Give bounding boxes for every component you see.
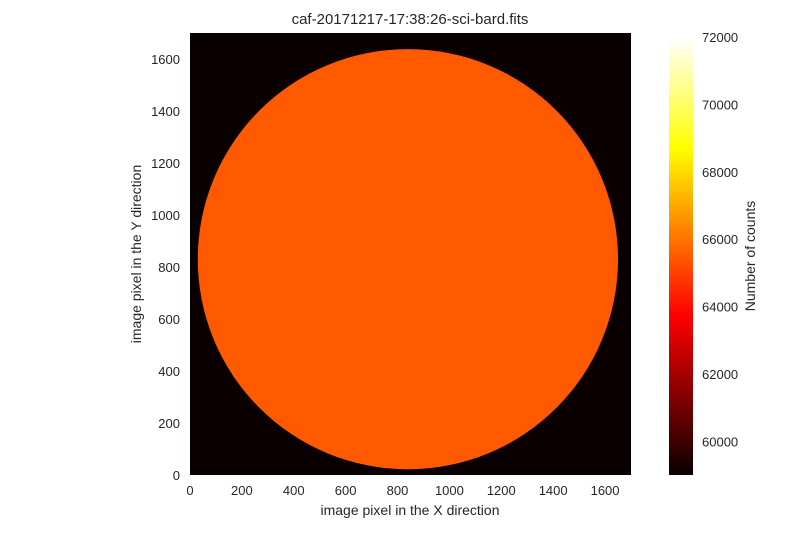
x-tick-label: 1400: [539, 483, 568, 498]
y-axis: 0 200 400 600 800 1000 1200 1400 1600: [151, 52, 180, 483]
colorbar-tick-label: 60000: [702, 434, 738, 449]
x-axis: 0 200 400 600 800 1000 1200 1400 1600: [186, 483, 619, 498]
colorbar-label: Number of counts: [742, 201, 758, 312]
y-tick-label: 600: [158, 312, 180, 327]
colorbar-tick-label: 70000: [702, 97, 738, 112]
plot-area: [190, 33, 631, 475]
x-tick-label: 0: [186, 483, 193, 498]
colorbar-tick-label: 62000: [702, 367, 738, 382]
x-tick-label: 400: [283, 483, 305, 498]
chart-title: caf-20171217-17:38:26-sci-bard.fits: [292, 11, 529, 28]
colorbar-ticks: 60000 62000 64000 66000 68000 70000 72000: [702, 30, 738, 449]
y-tick-label: 400: [158, 364, 180, 379]
colorbar-tick-label: 64000: [702, 300, 738, 315]
x-tick-label: 600: [335, 483, 357, 498]
colorbar-tick-label: 72000: [702, 30, 738, 45]
x-tick-label: 800: [387, 483, 409, 498]
y-axis-label: image pixel in the Y direction: [128, 165, 144, 343]
x-tick-label: 1000: [435, 483, 464, 498]
y-tick-label: 1400: [151, 104, 180, 119]
y-tick-label: 1200: [151, 156, 180, 171]
colorbar-tick-label: 68000: [702, 165, 738, 180]
colorbar: 60000 62000 64000 66000 68000 70000 72000 Numb…: [669, 30, 758, 475]
colorbar-gradient: [669, 37, 693, 475]
y-tick-label: 0: [173, 468, 180, 483]
x-axis-label: image pixel in the X direction: [321, 502, 500, 518]
colorbar-tick-label: 66000: [702, 232, 738, 247]
x-tick-label: 1600: [591, 483, 620, 498]
fits-disk: [197, 49, 619, 470]
x-tick-label: 1200: [487, 483, 516, 498]
y-tick-label: 1600: [151, 52, 180, 67]
y-tick-label: 800: [158, 260, 180, 275]
y-tick-label: 1000: [151, 208, 180, 223]
y-tick-label: 200: [158, 416, 180, 431]
x-tick-label: 200: [231, 483, 253, 498]
